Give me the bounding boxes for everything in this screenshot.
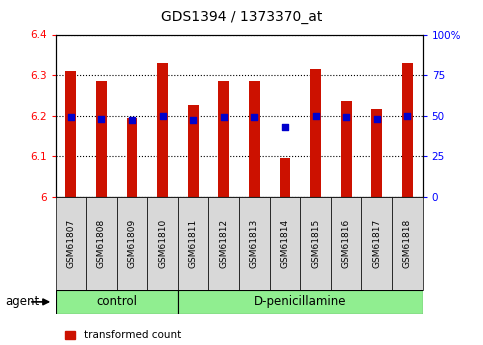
Bar <box>371 109 382 197</box>
Bar <box>147 197 178 290</box>
Point <box>312 113 319 118</box>
Bar <box>157 63 168 197</box>
Text: GSM61817: GSM61817 <box>372 219 381 268</box>
Text: agent: agent <box>5 295 39 308</box>
Bar <box>280 158 290 197</box>
Text: D-penicillamine: D-penicillamine <box>254 295 346 308</box>
Point <box>251 115 258 120</box>
Point <box>159 113 167 118</box>
Bar <box>178 197 209 290</box>
Text: GSM61814: GSM61814 <box>281 219 289 268</box>
Point <box>373 116 381 121</box>
Text: GSM61818: GSM61818 <box>403 219 412 268</box>
Bar <box>361 197 392 290</box>
Point <box>189 118 197 123</box>
Bar <box>331 197 361 290</box>
Text: GSM61812: GSM61812 <box>219 219 228 268</box>
Bar <box>341 101 352 197</box>
Legend: transformed count, percentile rank within the sample: transformed count, percentile rank withi… <box>61 326 264 345</box>
Bar <box>127 118 137 197</box>
Bar <box>117 197 147 290</box>
Bar <box>310 69 321 197</box>
Text: GSM61808: GSM61808 <box>97 219 106 268</box>
Text: GSM61816: GSM61816 <box>341 219 351 268</box>
Point <box>281 124 289 130</box>
Text: GSM61815: GSM61815 <box>311 219 320 268</box>
Text: GSM61810: GSM61810 <box>158 219 167 268</box>
Text: control: control <box>96 295 137 308</box>
Bar <box>239 197 270 290</box>
Text: GSM61811: GSM61811 <box>189 219 198 268</box>
Bar <box>56 197 86 290</box>
Bar <box>402 63 412 197</box>
Point <box>98 116 105 121</box>
Point <box>67 115 75 120</box>
Bar <box>56 290 178 314</box>
Bar <box>188 106 199 197</box>
Bar <box>270 197 300 290</box>
Bar <box>96 81 107 197</box>
Point <box>403 113 411 118</box>
Bar <box>392 197 423 290</box>
Point <box>342 115 350 120</box>
Bar <box>66 71 76 197</box>
Bar <box>209 197 239 290</box>
Text: GSM61813: GSM61813 <box>250 219 259 268</box>
Bar <box>86 197 117 290</box>
Text: GDS1394 / 1373370_at: GDS1394 / 1373370_at <box>161 10 322 24</box>
Point <box>128 118 136 123</box>
Text: GSM61807: GSM61807 <box>66 219 75 268</box>
Bar <box>249 81 260 197</box>
Point <box>220 115 227 120</box>
Bar <box>300 197 331 290</box>
Bar <box>218 81 229 197</box>
Bar <box>178 290 423 314</box>
Text: GSM61809: GSM61809 <box>128 219 137 268</box>
